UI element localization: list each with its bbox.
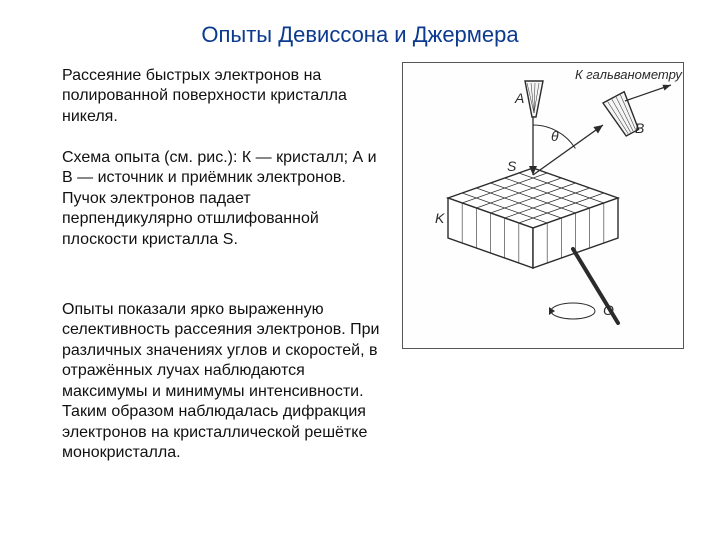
page-title: Опыты Девиссона и Джермера	[0, 22, 720, 48]
svg-text:K: K	[435, 210, 445, 226]
paragraph-1: Рассеяние быстрых электронов на полирова…	[62, 66, 382, 127]
svg-text:A: A	[514, 90, 524, 106]
svg-text:O: O	[603, 302, 614, 318]
svg-text:θ: θ	[551, 128, 559, 144]
paragraph-2: Схема опыта (см. рис.): К — кристалл; А …	[62, 148, 382, 250]
svg-text:К гальванометру: К гальванометру	[575, 67, 683, 82]
experiment-diagram: К гальванометру A Bθ S K O	[402, 62, 684, 349]
svg-text:S: S	[507, 158, 517, 174]
svg-text:B: B	[635, 120, 644, 136]
paragraph-3: Опыты показали ярко выраженную селективн…	[62, 300, 382, 464]
